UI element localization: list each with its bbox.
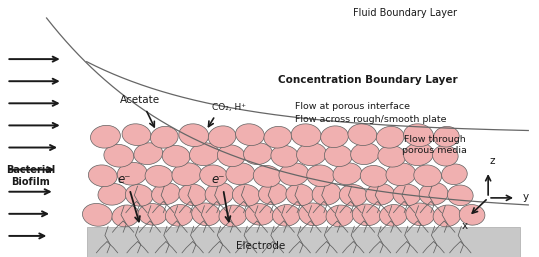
Ellipse shape bbox=[326, 205, 354, 227]
Ellipse shape bbox=[459, 205, 485, 225]
Text: z: z bbox=[489, 156, 495, 166]
Text: y: y bbox=[522, 192, 529, 202]
Bar bbox=[87, 227, 520, 257]
Ellipse shape bbox=[91, 125, 120, 148]
Ellipse shape bbox=[404, 124, 433, 146]
Ellipse shape bbox=[321, 126, 348, 148]
Ellipse shape bbox=[441, 164, 467, 185]
Ellipse shape bbox=[179, 124, 209, 146]
Ellipse shape bbox=[219, 205, 247, 227]
Ellipse shape bbox=[179, 184, 206, 206]
Ellipse shape bbox=[271, 145, 299, 167]
Ellipse shape bbox=[134, 143, 163, 164]
Ellipse shape bbox=[172, 163, 202, 186]
Ellipse shape bbox=[192, 203, 220, 226]
Ellipse shape bbox=[286, 184, 314, 206]
Text: Acetate: Acetate bbox=[120, 95, 160, 105]
Text: Flow across rough/smooth plate: Flow across rough/smooth plate bbox=[295, 115, 447, 124]
Ellipse shape bbox=[414, 165, 441, 187]
Ellipse shape bbox=[351, 143, 379, 164]
Ellipse shape bbox=[312, 182, 341, 205]
Text: CO₂, H⁺: CO₂, H⁺ bbox=[212, 103, 246, 113]
Ellipse shape bbox=[118, 162, 147, 185]
Text: Concentration Boundary Layer: Concentration Boundary Layer bbox=[278, 75, 458, 85]
Ellipse shape bbox=[378, 145, 406, 167]
Ellipse shape bbox=[352, 204, 381, 226]
Ellipse shape bbox=[324, 145, 352, 167]
Ellipse shape bbox=[279, 163, 309, 186]
Text: e⁻: e⁻ bbox=[211, 173, 225, 186]
Ellipse shape bbox=[98, 183, 127, 205]
Ellipse shape bbox=[433, 205, 461, 227]
Text: Flow at porous interface: Flow at porous interface bbox=[295, 102, 411, 112]
Text: Electrode: Electrode bbox=[236, 241, 285, 251]
Ellipse shape bbox=[272, 205, 300, 226]
Ellipse shape bbox=[199, 165, 227, 187]
Ellipse shape bbox=[432, 145, 458, 166]
Ellipse shape bbox=[82, 204, 112, 226]
Ellipse shape bbox=[217, 145, 245, 167]
Ellipse shape bbox=[299, 203, 328, 226]
Ellipse shape bbox=[307, 165, 335, 187]
Ellipse shape bbox=[419, 182, 448, 205]
Ellipse shape bbox=[138, 204, 167, 225]
Ellipse shape bbox=[245, 204, 274, 225]
Ellipse shape bbox=[232, 185, 260, 206]
Ellipse shape bbox=[226, 163, 255, 185]
Text: e⁻: e⁻ bbox=[118, 173, 131, 186]
Ellipse shape bbox=[104, 144, 134, 167]
Ellipse shape bbox=[244, 143, 272, 164]
Text: Flow through
porous media: Flow through porous media bbox=[402, 135, 467, 155]
Ellipse shape bbox=[406, 203, 434, 226]
Ellipse shape bbox=[162, 145, 190, 167]
Ellipse shape bbox=[122, 124, 151, 145]
Ellipse shape bbox=[190, 143, 219, 166]
Ellipse shape bbox=[404, 143, 433, 166]
Ellipse shape bbox=[165, 205, 193, 226]
Ellipse shape bbox=[291, 124, 321, 146]
Text: Bacterial
Biofilm: Bacterial Biofilm bbox=[6, 165, 55, 187]
Ellipse shape bbox=[125, 185, 153, 206]
Ellipse shape bbox=[236, 124, 264, 145]
Ellipse shape bbox=[447, 185, 473, 206]
Ellipse shape bbox=[150, 126, 178, 148]
Ellipse shape bbox=[379, 205, 407, 226]
Text: Fluid Boundary Layer: Fluid Boundary Layer bbox=[353, 8, 457, 18]
Ellipse shape bbox=[259, 183, 287, 205]
Ellipse shape bbox=[360, 166, 388, 187]
Ellipse shape bbox=[348, 124, 377, 145]
Ellipse shape bbox=[393, 184, 420, 206]
Ellipse shape bbox=[112, 205, 140, 227]
Ellipse shape bbox=[365, 183, 395, 205]
Ellipse shape bbox=[296, 143, 327, 166]
Ellipse shape bbox=[333, 163, 362, 185]
Ellipse shape bbox=[88, 165, 117, 187]
Ellipse shape bbox=[340, 185, 367, 206]
Ellipse shape bbox=[208, 126, 236, 148]
Ellipse shape bbox=[205, 182, 234, 205]
Ellipse shape bbox=[376, 126, 404, 148]
Ellipse shape bbox=[145, 166, 173, 187]
Ellipse shape bbox=[433, 126, 459, 147]
Ellipse shape bbox=[386, 163, 416, 186]
Ellipse shape bbox=[253, 166, 281, 187]
Ellipse shape bbox=[151, 183, 180, 205]
Text: x: x bbox=[461, 221, 468, 231]
Ellipse shape bbox=[264, 126, 292, 148]
